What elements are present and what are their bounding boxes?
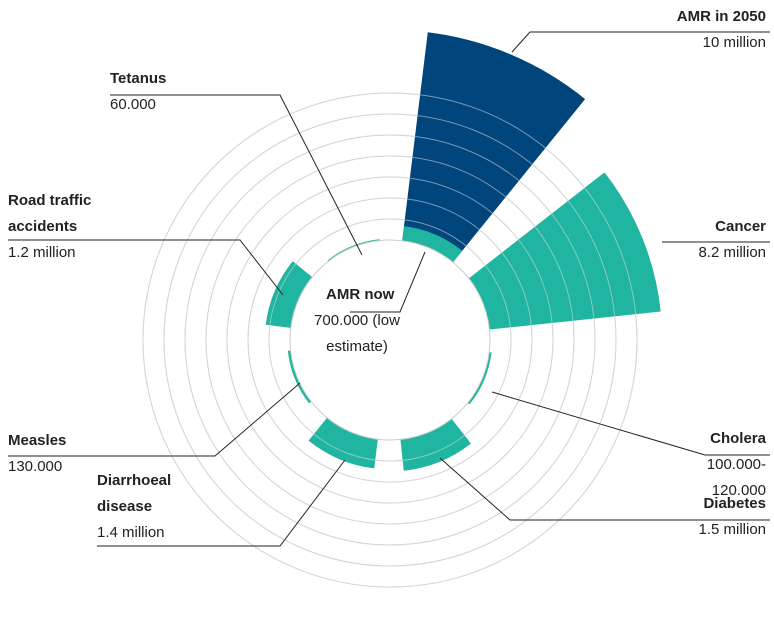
- leader-line: [97, 459, 346, 547]
- leader-line: [439, 457, 770, 521]
- value-label: 10 million: [702, 34, 766, 51]
- category-label: Diabetes 1.5 million: [574, 491, 766, 543]
- grid-ring-overlay: [205, 155, 575, 525]
- leader-line: [511, 31, 770, 53]
- category-label: AMR now 700.000 (low estimate): [302, 282, 422, 360]
- value-label: 1.5 million: [698, 521, 766, 538]
- grid-ring-overlay: [142, 92, 638, 588]
- grid-ring-overlay: [268, 218, 512, 462]
- polar-bar: [287, 350, 312, 404]
- polar-bar: [468, 172, 661, 330]
- polar-bar: [402, 226, 463, 263]
- category-name: Tetanus: [110, 70, 167, 87]
- value-label: 100.000-120.000: [706, 456, 766, 499]
- grid-ring-overlay: [184, 134, 596, 546]
- leader-line: [8, 382, 301, 457]
- category-label: Road traffic accidents 1.2 million: [8, 188, 158, 266]
- category-label: Cancer 8.2 million: [574, 214, 766, 266]
- polar-bar: [402, 32, 586, 263]
- value-label: 1.2 million: [8, 244, 76, 261]
- category-name: Road traffic accidents: [8, 192, 92, 235]
- category-name: Cancer: [715, 218, 766, 235]
- grid-ring-overlay: [163, 113, 617, 567]
- category-label: Cholera 100.000-120.000: [660, 426, 766, 504]
- leader-line: [350, 251, 426, 313]
- value-label: 8.2 million: [698, 244, 766, 261]
- leader-line: [491, 391, 770, 456]
- category-label: Tetanus 60.000: [110, 66, 270, 118]
- polar-bar: [467, 352, 492, 405]
- leader-line: [110, 94, 363, 256]
- category-name: Diabetes: [703, 495, 766, 512]
- polar-bar: [265, 261, 313, 328]
- leader-line: [8, 239, 284, 296]
- value-label: 700.000 (low estimate): [314, 312, 400, 355]
- value-label: 1.4 million: [97, 524, 165, 541]
- category-name: Diarrhoeal disease: [97, 472, 172, 515]
- value-label: 130.000: [8, 458, 63, 475]
- inner-hole: [289, 239, 491, 441]
- category-name: Measles: [8, 432, 67, 449]
- category-name: AMR in 2050: [676, 8, 766, 25]
- value-label: 60.000: [110, 96, 156, 113]
- grid-ring-overlay: [226, 176, 554, 504]
- grid-ring-overlay: [247, 197, 533, 483]
- category-label: Measles 130.000: [8, 428, 198, 480]
- polar-bar: [308, 417, 378, 469]
- category-label: Diarrhoeal disease 1.4 million: [97, 468, 257, 546]
- category-label: AMR in 2050 10 million: [574, 4, 766, 56]
- category-name: Cholera: [710, 430, 766, 447]
- category-name: AMR now: [326, 286, 395, 303]
